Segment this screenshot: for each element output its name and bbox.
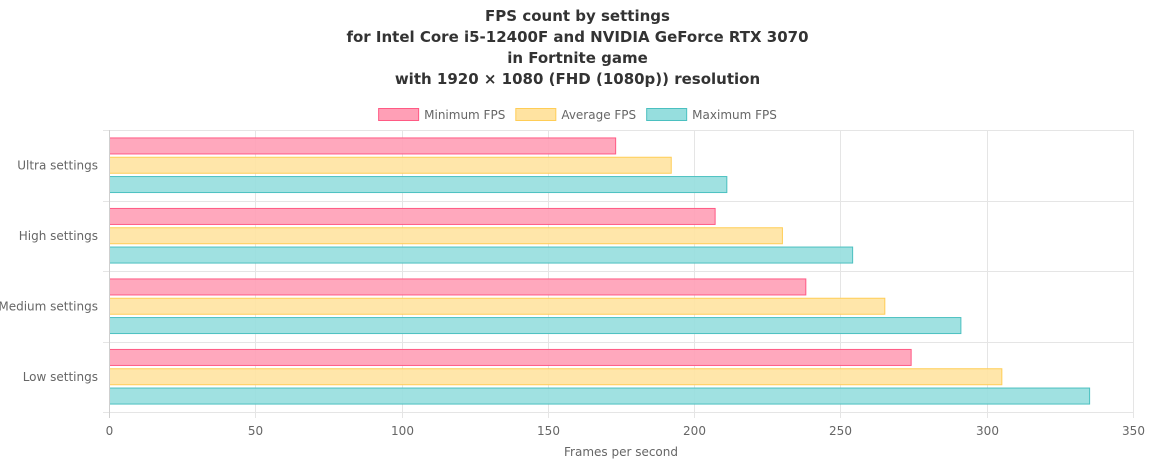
x-axis-title: Frames per second [564, 445, 678, 459]
legend-swatch [378, 108, 420, 121]
legend-item[interactable]: Average FPS [515, 108, 636, 122]
bar[interactable] [109, 246, 854, 264]
bar[interactable] [109, 207, 716, 225]
bar[interactable] [109, 348, 912, 366]
chart-title: FPS count by settings for Intel Core i5-… [0, 6, 1155, 90]
axes: 0 50 100 150 200 250 300 350 Ultra settings High … [0, 130, 1145, 459]
bar[interactable] [109, 176, 728, 194]
chart-title-line-3: in Fortnite game [507, 49, 648, 67]
x-tick-label: 250 [829, 424, 852, 438]
x-tick-label: 150 [537, 424, 560, 438]
legend-label: Minimum FPS [424, 108, 505, 122]
bar[interactable] [109, 156, 672, 174]
legend-label: Maximum FPS [692, 108, 777, 122]
category-label: Medium settings [0, 299, 98, 313]
legend-label: Average FPS [561, 108, 636, 122]
x-tick-label: 0 [106, 424, 114, 438]
legend-item[interactable]: Maximum FPS [646, 108, 777, 122]
legend-item[interactable]: Minimum FPS [378, 108, 506, 122]
bar[interactable] [109, 137, 617, 155]
bar[interactable] [109, 368, 1003, 386]
category-label: Low settings [23, 370, 98, 384]
x-tick-label: 200 [683, 424, 706, 438]
chart-title-line-1: FPS count by settings [485, 7, 670, 25]
x-tick-label: 100 [391, 424, 414, 438]
x-tick-label: 350 [1122, 424, 1145, 438]
category-label: High settings [19, 229, 98, 243]
category-label: Ultra settings [17, 158, 98, 172]
legend: Minimum FPS Average FPS Maximum FPS [378, 108, 777, 122]
bar[interactable] [109, 278, 807, 296]
bar[interactable] [109, 227, 783, 245]
legend-swatch [646, 108, 688, 121]
x-tick-label: 50 [248, 424, 263, 438]
legend-swatch [515, 108, 557, 121]
bar[interactable] [109, 297, 886, 315]
chart-title-line-2: for Intel Core i5-12400F and NVIDIA GeFo… [346, 28, 809, 46]
bar[interactable] [109, 387, 1091, 405]
bars [109, 137, 1091, 405]
x-tick-label: 300 [976, 424, 999, 438]
bar[interactable] [109, 317, 962, 335]
chart-title-line-4: with 1920 × 1080 (FHD (1080p)) resolutio… [394, 70, 761, 88]
